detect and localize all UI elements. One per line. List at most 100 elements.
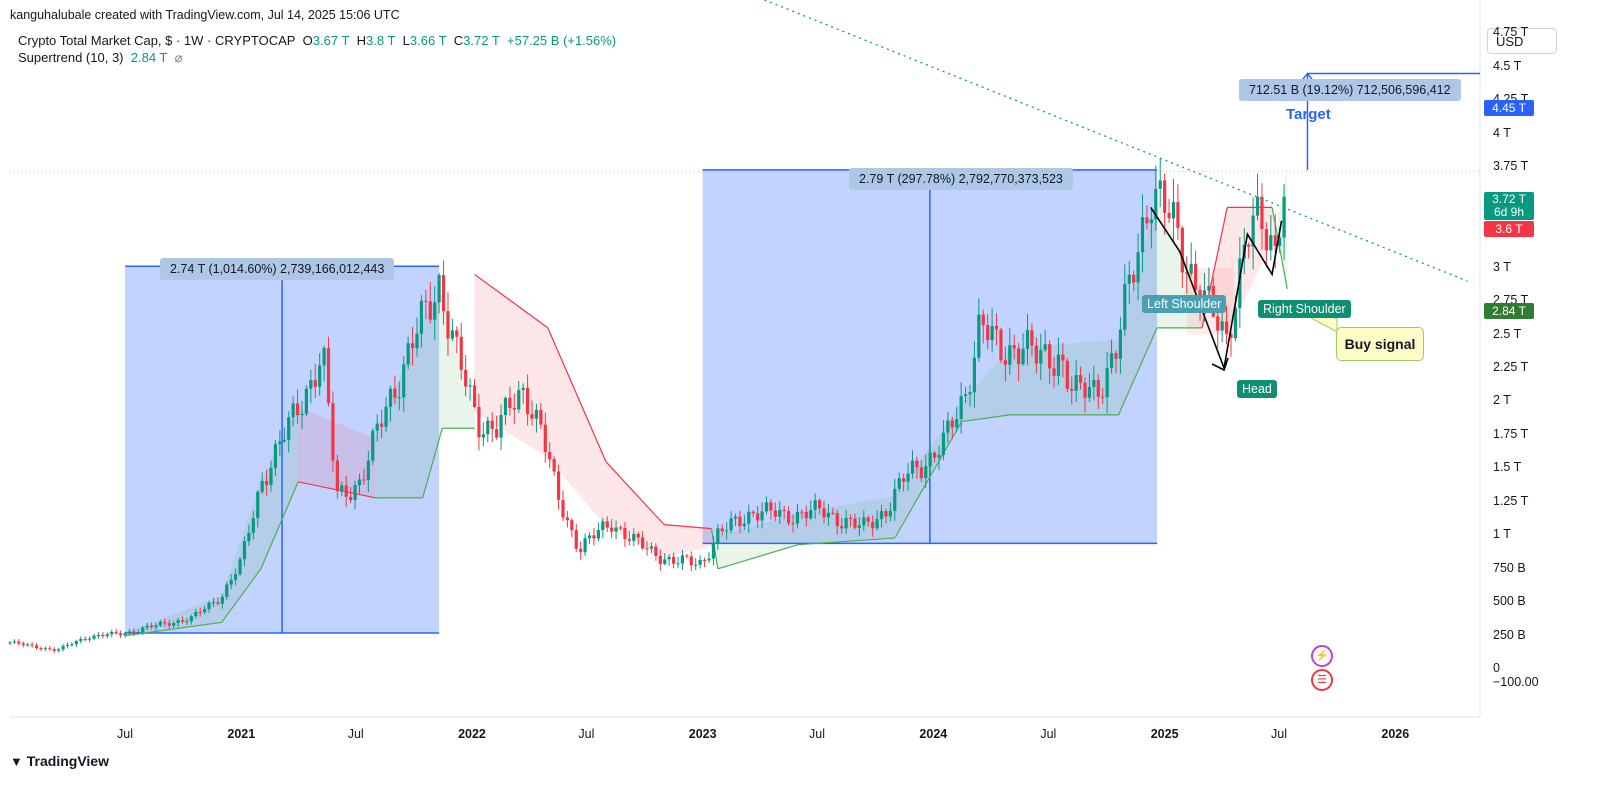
candle-body [1163, 180, 1167, 213]
candle-body [441, 275, 446, 312]
candle-body [180, 620, 185, 622]
candle-body [800, 511, 804, 513]
candle-body [928, 452, 932, 467]
supertrend-fill [961, 348, 1010, 422]
candle-body [1083, 382, 1087, 398]
candle-body [1101, 396, 1105, 398]
candle-body [1132, 274, 1136, 283]
candle-body [1114, 353, 1118, 359]
candle-body [879, 511, 884, 520]
price-tick-label: 4 T [1493, 125, 1511, 140]
supertrend-fill [664, 524, 712, 558]
candle-body [1012, 345, 1016, 349]
candle-body [477, 406, 481, 438]
candle-body [1158, 180, 1162, 189]
candle-body [110, 631, 114, 635]
candle-body [1251, 215, 1255, 247]
candle-body [172, 623, 176, 626]
candle-body [764, 502, 769, 512]
brand-name: TradingView [26, 753, 109, 769]
candle-body [822, 508, 826, 518]
lightning-icon[interactable]: ⚡ [1311, 645, 1333, 667]
descending-trendline [762, 0, 1468, 282]
supertrend-fill [298, 406, 376, 498]
candle-body [1074, 375, 1078, 391]
candle-body [897, 478, 901, 489]
candle-body [773, 510, 777, 517]
price-tick-label: 750 B [1493, 560, 1526, 575]
candle-body [1109, 353, 1114, 368]
candle-body [1065, 360, 1069, 389]
candle-body [534, 409, 539, 419]
candle-body [579, 548, 583, 553]
candle-body [654, 546, 658, 556]
candle-body [163, 621, 167, 624]
candle-body [287, 417, 291, 440]
candle-body [397, 397, 401, 399]
candle-body [698, 559, 702, 565]
candle-body [375, 423, 379, 431]
candle-body [92, 635, 96, 639]
candle-body [769, 502, 773, 511]
candle-body [720, 528, 724, 532]
candle-body [756, 513, 760, 521]
candle-body [450, 330, 454, 339]
candle-body [791, 523, 795, 525]
candle-body [353, 485, 357, 501]
us-flag-icon[interactable]: ☰ [1311, 669, 1333, 691]
currency-selector[interactable]: USD [1487, 28, 1557, 54]
supertrend-segment [260, 481, 299, 570]
candle-body [1070, 388, 1074, 391]
price-tick-label: 2.5 T [1493, 326, 1522, 341]
candle-body [1030, 330, 1034, 346]
head-label: Head [1237, 380, 1277, 398]
candle-body [211, 602, 216, 604]
candle-body [57, 649, 61, 651]
legend-indicator[interactable]: Supertrend (10, 3) 2.84 T ⌀ [18, 50, 182, 66]
price-tick-label: 4.5 T [1493, 58, 1522, 73]
right-shoulder-label: Right Shoulder [1258, 300, 1351, 318]
candle-body [1189, 263, 1193, 274]
supertrend-fill [474, 274, 548, 458]
candle-body [459, 336, 463, 370]
candle-body [853, 518, 857, 528]
supertrend-fill [442, 294, 475, 429]
candle-body [1061, 354, 1065, 361]
candle-body [813, 500, 817, 510]
supertrend-fill [798, 495, 895, 545]
candle-body [362, 479, 366, 481]
candle-body [455, 330, 459, 337]
supertrend-fill [547, 327, 606, 527]
candle-body [1176, 201, 1180, 228]
supertrend-segment [664, 524, 712, 530]
legend-open-value: 3.67 T [312, 33, 350, 48]
candle-body [517, 389, 521, 410]
candle-body [424, 300, 428, 302]
candle-body [711, 543, 716, 559]
current-price-value: 3.72 T [1492, 192, 1526, 206]
candle-body [994, 326, 999, 330]
candle-body [380, 423, 384, 427]
candle-body [955, 419, 959, 428]
candle-body [1052, 368, 1056, 376]
candle-body [61, 645, 65, 650]
measure-box-0 [125, 266, 440, 634]
supertrend-fill [711, 528, 718, 569]
time-tick-label: Jul [809, 727, 826, 741]
supertrend-segment [1117, 327, 1158, 416]
candle-body [530, 414, 534, 419]
candle-body [39, 648, 43, 650]
candle-body [977, 314, 981, 358]
candle-body [685, 555, 689, 557]
candle-body [495, 429, 499, 438]
legend-low-label: L [402, 33, 410, 48]
supertrend-fill [260, 406, 299, 569]
price-tick-label: 3.75 T [1493, 159, 1529, 174]
candle-body [1127, 274, 1131, 284]
time-tick-label: Jul [117, 727, 134, 741]
legend-series[interactable]: Crypto Total Market Cap, $ · 1W · CRYPTO… [18, 33, 616, 48]
candle-body [189, 616, 193, 622]
candle-body [658, 555, 662, 564]
eye-slash-icon[interactable]: ⌀ [174, 50, 183, 65]
